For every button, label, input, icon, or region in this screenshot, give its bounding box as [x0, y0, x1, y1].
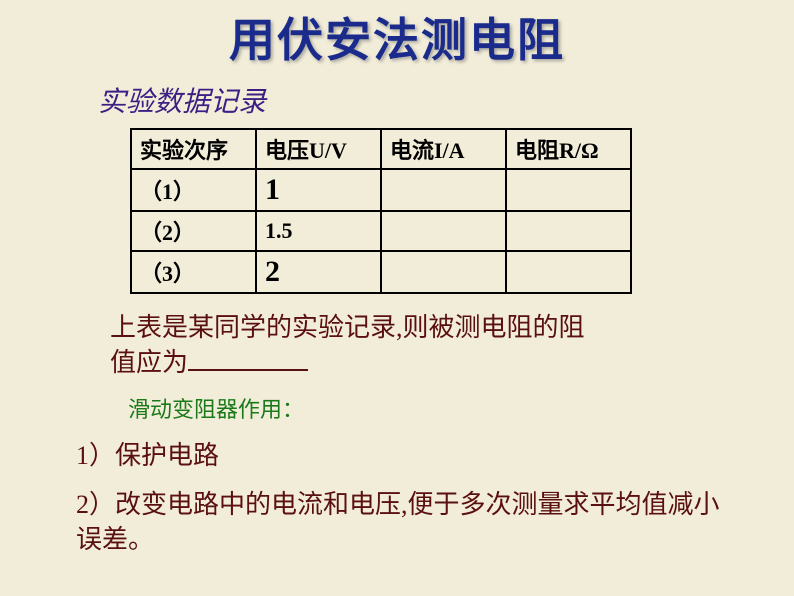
statement-line2-pre: 值应为: [110, 348, 188, 377]
col-header-voltage: 电压U/V: [256, 129, 381, 169]
cell-i-1: [381, 169, 506, 211]
table-header-row: 实验次序 电压U/V 电流I/A 电阻R/Ω: [131, 129, 631, 169]
col-header-current: 电流I/A: [381, 129, 506, 169]
cell-r-3: [506, 251, 631, 293]
table-row: （1） 1: [131, 169, 631, 211]
rheostat-note: 滑动变阻器作用：: [128, 392, 794, 424]
cell-u-2: 1.5: [256, 211, 381, 251]
subheading: 实验数据记录: [98, 80, 794, 120]
cell-idx-3: （3）: [131, 251, 256, 293]
cell-i-3: [381, 251, 506, 293]
cell-idx-2: （2）: [131, 211, 256, 251]
cell-u-1: 1: [256, 169, 381, 211]
col-header-resistance: 电阻R/Ω: [506, 129, 631, 169]
point-2: 2）改变电路中的电流和电压,便于多次测量求平均值减小误差。: [76, 487, 794, 557]
table-row: （3） 2: [131, 251, 631, 293]
cell-r-2: [506, 211, 631, 251]
point-1: 1）保护电路: [76, 438, 794, 473]
table-row: （2） 1.5: [131, 211, 631, 251]
col-header-index: 实验次序: [131, 129, 256, 169]
answer-blank: [188, 345, 308, 371]
statement-line1: 上表是某同学的实验记录,则被测电阻的阻: [110, 313, 585, 342]
cell-u-3: 2: [256, 251, 381, 293]
cell-i-2: [381, 211, 506, 251]
cell-r-1: [506, 169, 631, 211]
page-title: 用伏安法测电阻: [0, 0, 794, 70]
experiment-table: 实验次序 电压U/V 电流I/A 电阻R/Ω （1） 1 （2） 1.5 （3）…: [130, 128, 632, 294]
cell-idx-1: （1）: [131, 169, 256, 211]
statement-block: 上表是某同学的实验记录,则被测电阻的阻 值应为: [110, 310, 794, 380]
